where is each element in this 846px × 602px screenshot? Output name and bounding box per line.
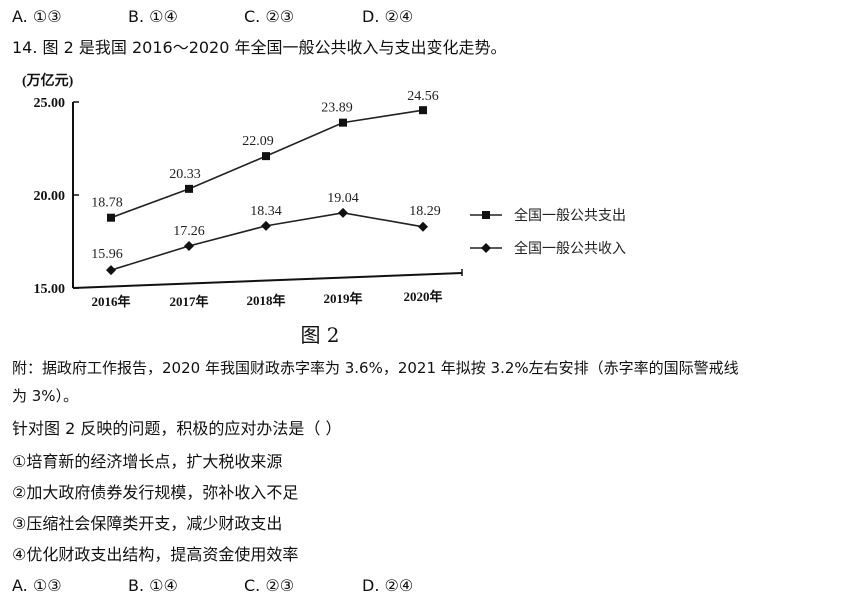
y-tick-label: 25.00 xyxy=(34,96,66,111)
data-label: 23.89 xyxy=(321,101,353,116)
x-tick-label: 2018年 xyxy=(246,293,285,308)
option-d: D. ②④ xyxy=(362,576,414,595)
question-prompt: 针对图 2 反映的问题，积极的应对办法是（ ） xyxy=(12,419,342,438)
y-tick-label: 20.00 xyxy=(34,189,66,204)
legend-label: 全国一般公共支出 xyxy=(514,207,626,224)
y-unit-label: (万亿元) xyxy=(22,72,74,89)
question-title: 14. 图 2 是我国 2016～2020 年全国一般公共收入与支出变化走势。 xyxy=(12,38,507,57)
data-point-square xyxy=(419,106,427,115)
data-label: 24.56 xyxy=(407,89,439,104)
line-chart: 25.00 20.00 15.00 (万亿元) 2016年 2017年 2018年 2019年… xyxy=(22,72,626,347)
data-point-diamond xyxy=(418,221,428,232)
data-label: 19.04 xyxy=(327,191,359,206)
data-label: 17.26 xyxy=(173,224,205,239)
data-point-diamond xyxy=(184,240,194,251)
y-tick-label: 15.00 xyxy=(34,282,66,297)
statement-1: ①培育新的经济增长点，扩大税收来源 xyxy=(12,452,283,471)
note-line-1: 附：据政府工作报告，2020 年我国财政赤字率为 3.6%，2021 年拟按 3… xyxy=(12,359,739,377)
data-label: 15.96 xyxy=(91,247,123,262)
statement-2: ②加大政府债券发行规模，弥补收入不足 xyxy=(12,483,299,502)
data-point-diamond xyxy=(338,207,348,218)
data-point-square xyxy=(185,184,193,193)
data-point-square xyxy=(107,213,115,222)
option-b: B. ①④ xyxy=(128,7,178,26)
figure-caption: 图 2 xyxy=(300,323,339,347)
statement-4: ④优化财政支出结构，提高资金使用效率 xyxy=(12,545,299,564)
data-point-square xyxy=(339,118,347,127)
data-point-diamond xyxy=(106,265,116,276)
note-line-2: 为 3%）。 xyxy=(12,387,79,405)
legend-marker-diamond xyxy=(481,243,491,253)
series-line-2 xyxy=(110,212,424,271)
data-label: 18.34 xyxy=(250,204,282,219)
option-a: A. ①③ xyxy=(12,576,62,595)
data-point-diamond xyxy=(261,220,271,231)
data-label: 20.33 xyxy=(169,167,201,182)
x-tick-label: 2016年 xyxy=(91,294,130,309)
option-c: C. ②③ xyxy=(244,576,295,595)
option-d: D. ②④ xyxy=(362,7,414,26)
x-tick-label: 2017年 xyxy=(169,294,208,309)
data-point-square xyxy=(262,152,270,161)
x-axis xyxy=(72,272,463,289)
legend-marker-square xyxy=(482,211,490,219)
x-tick-label: 2020年 xyxy=(403,289,442,304)
option-a: A. ①③ xyxy=(12,7,62,26)
data-label: 18.78 xyxy=(91,196,123,211)
legend-label: 全国一般公共收入 xyxy=(514,240,626,257)
x-tick-label: 2019年 xyxy=(323,291,362,306)
statement-3: ③压缩社会保障类开支，减少财政支出 xyxy=(12,514,283,533)
series-line-1 xyxy=(110,109,424,219)
option-c: C. ②③ xyxy=(244,7,295,26)
data-label: 22.09 xyxy=(242,134,274,149)
option-b: B. ①④ xyxy=(128,576,178,595)
data-label: 18.29 xyxy=(409,204,441,219)
